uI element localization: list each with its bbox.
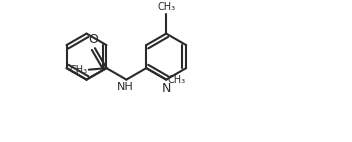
Text: O: O xyxy=(88,33,98,46)
Text: NH: NH xyxy=(117,82,134,92)
Text: N: N xyxy=(162,82,171,95)
Text: CH₃: CH₃ xyxy=(168,75,186,85)
Text: CH₃: CH₃ xyxy=(157,2,175,12)
Text: CH₃: CH₃ xyxy=(69,65,87,75)
